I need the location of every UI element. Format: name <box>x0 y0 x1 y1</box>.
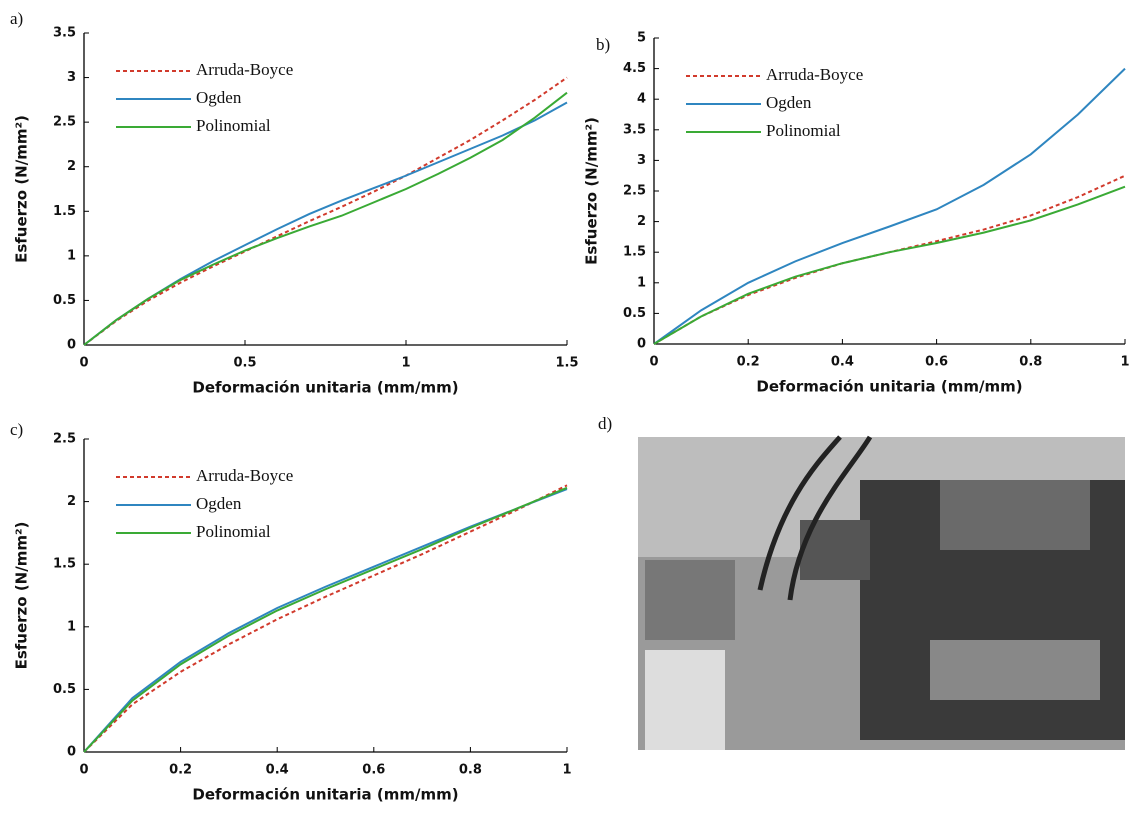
x-tick-label: 0.6 <box>362 763 385 778</box>
y-tick-label: 4.5 <box>623 61 646 76</box>
y-axis-label: Esfuerzo (N/mm²) <box>583 117 601 265</box>
series-line <box>83 76 568 346</box>
y-tick-label: 3.5 <box>53 26 76 41</box>
x-tick-label: 0.8 <box>1019 355 1042 370</box>
y-tick-label: 1 <box>637 275 646 290</box>
x-tick-label: 0.4 <box>831 355 854 370</box>
y-tick-label: 5 <box>637 31 646 46</box>
panel-label: b) <box>596 35 610 54</box>
y-tick-label: 0.5 <box>623 306 646 321</box>
panel-label: d) <box>598 414 612 433</box>
y-tick-label: 0.5 <box>53 293 76 308</box>
x-axis-label: Deformación unitaria (mm/mm) <box>192 379 458 397</box>
x-tick-label: 0.5 <box>233 356 256 371</box>
x-axis-label: Deformación unitaria (mm/mm) <box>192 786 458 804</box>
y-tick-label: 1.5 <box>53 557 76 572</box>
x-tick-label: 1.5 <box>555 356 578 371</box>
series-line <box>83 484 568 753</box>
y-tick-label: 2.5 <box>623 184 646 199</box>
y-tick-label: 3.5 <box>623 122 646 137</box>
x-tick-label: 0.2 <box>169 763 192 778</box>
x-tick-label: 1 <box>1120 355 1129 370</box>
y-tick-label: 1 <box>67 619 76 634</box>
legend-label: Polinomial <box>196 116 271 135</box>
y-tick-label: 2 <box>67 494 76 509</box>
y-tick-label: 4 <box>637 92 646 107</box>
y-tick-label: 2 <box>637 214 646 229</box>
x-tick-label: 1 <box>562 763 571 778</box>
x-tick-label: 1 <box>401 356 410 371</box>
y-tick-label: 0 <box>67 745 76 760</box>
series-line <box>653 185 1126 345</box>
y-tick-label: 0.5 <box>53 682 76 697</box>
panel-label: a) <box>10 9 23 28</box>
legend-label: Polinomial <box>766 121 841 140</box>
legend-label: Arruda-Boyce <box>196 466 293 485</box>
x-tick-label: 0.8 <box>459 763 482 778</box>
y-tick-label: 3 <box>637 153 646 168</box>
legend-label: Ogden <box>196 88 242 107</box>
y-axis-label: Esfuerzo (N/mm²) <box>13 115 31 263</box>
y-tick-label: 2.5 <box>53 115 76 130</box>
y-axis-label: Esfuerzo (N/mm²) <box>13 522 31 670</box>
y-tick-label: 0 <box>67 338 76 353</box>
photo <box>638 435 1125 750</box>
legend-label: Arruda-Boyce <box>766 65 863 84</box>
legend-label: Arruda-Boyce <box>196 60 293 79</box>
y-tick-label: 1.5 <box>53 204 76 219</box>
series-line <box>83 101 568 346</box>
panel-label: c) <box>10 420 23 439</box>
legend-label: Polinomial <box>196 522 271 541</box>
series-line <box>83 486 568 753</box>
y-tick-label: 2 <box>67 159 76 174</box>
legend-label: Ogden <box>766 93 812 112</box>
x-tick-label: 0 <box>649 355 658 370</box>
x-tick-label: 0 <box>79 356 88 371</box>
series-line <box>83 91 568 346</box>
series-line <box>83 488 568 753</box>
x-axis-label: Deformación unitaria (mm/mm) <box>756 378 1022 396</box>
y-tick-label: 3 <box>67 70 76 85</box>
y-tick-label: 2.5 <box>53 432 76 447</box>
legend-label: Ogden <box>196 494 242 513</box>
y-tick-label: 1.5 <box>623 245 646 260</box>
y-tick-label: 1 <box>67 248 76 263</box>
x-tick-label: 0 <box>79 763 88 778</box>
y-tick-label: 0 <box>637 337 646 352</box>
x-tick-label: 0.2 <box>737 355 760 370</box>
x-tick-label: 0.6 <box>925 355 948 370</box>
series-line <box>653 67 1126 345</box>
series-line <box>653 174 1126 345</box>
x-tick-label: 0.4 <box>266 763 289 778</box>
